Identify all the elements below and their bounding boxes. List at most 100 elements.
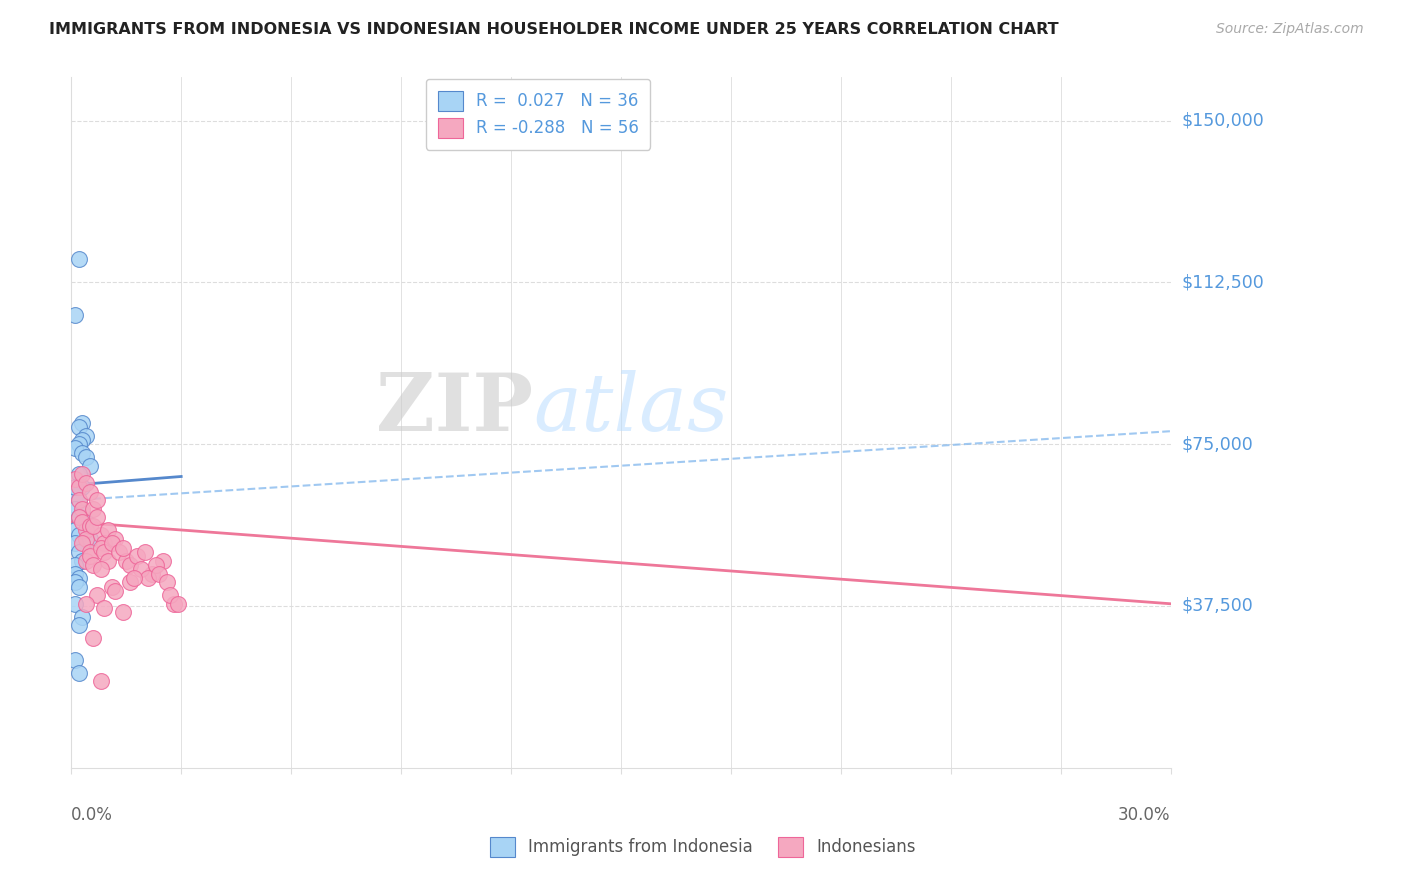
Point <box>90 562 112 576</box>
Point <box>163 597 186 611</box>
Point <box>63 480 86 494</box>
Point <box>141 566 163 581</box>
Text: $150,000: $150,000 <box>1181 112 1264 129</box>
Point <box>67 437 90 451</box>
Point <box>70 446 93 460</box>
Text: $37,500: $37,500 <box>1181 597 1254 615</box>
Point <box>79 545 101 559</box>
Point <box>108 545 131 559</box>
Text: IMMIGRANTS FROM INDONESIA VS INDONESIAN HOUSEHOLDER INCOME UNDER 25 YEARS CORREL: IMMIGRANTS FROM INDONESIA VS INDONESIAN … <box>49 22 1059 37</box>
Point <box>82 519 104 533</box>
Point <box>79 519 101 533</box>
Point <box>79 484 101 499</box>
Point <box>159 588 181 602</box>
Point <box>67 467 90 482</box>
Point <box>75 532 97 546</box>
Text: $112,500: $112,500 <box>1181 273 1264 292</box>
Point <box>100 580 122 594</box>
Text: ZIP: ZIP <box>375 370 533 448</box>
Point <box>67 580 90 594</box>
Point <box>122 571 145 585</box>
Point <box>75 450 97 464</box>
Point <box>97 524 120 538</box>
Point <box>67 665 90 680</box>
Point <box>111 606 134 620</box>
Point <box>82 558 104 572</box>
Point <box>82 632 104 646</box>
Point <box>67 618 90 632</box>
Point <box>97 554 120 568</box>
Text: 0.0%: 0.0% <box>72 805 112 823</box>
Point <box>67 545 90 559</box>
Point <box>111 541 134 555</box>
Point <box>70 554 93 568</box>
Point <box>75 475 97 490</box>
Text: atlas: atlas <box>533 370 728 448</box>
Point <box>129 562 152 576</box>
Point <box>79 458 101 473</box>
Point <box>75 554 97 568</box>
Point <box>90 541 112 555</box>
Legend: Immigrants from Indonesia, Indonesians: Immigrants from Indonesia, Indonesians <box>477 823 929 871</box>
Point <box>79 532 101 546</box>
Point <box>63 501 86 516</box>
Point <box>67 252 90 266</box>
Point <box>70 433 93 447</box>
Point <box>86 493 108 508</box>
Point <box>67 510 90 524</box>
Point <box>67 480 90 494</box>
Point <box>63 653 86 667</box>
Point <box>75 428 97 442</box>
Point <box>136 571 159 585</box>
Point <box>134 545 156 559</box>
Point <box>63 472 86 486</box>
Point <box>70 536 93 550</box>
Point <box>67 527 90 541</box>
Point <box>148 566 170 581</box>
Point <box>166 597 188 611</box>
Point <box>67 510 90 524</box>
Point <box>70 506 93 520</box>
Point <box>79 549 101 564</box>
Point <box>115 554 138 568</box>
Point <box>63 489 86 503</box>
Point <box>82 501 104 516</box>
Point <box>63 597 86 611</box>
Point <box>90 674 112 689</box>
Point <box>104 583 127 598</box>
Point <box>63 575 86 590</box>
Point <box>63 524 86 538</box>
Text: 30.0%: 30.0% <box>1118 805 1171 823</box>
Legend: R =  0.027   N = 36, R = -0.288   N = 56: R = 0.027 N = 36, R = -0.288 N = 56 <box>426 78 651 150</box>
Point <box>63 558 86 572</box>
Point <box>75 515 97 529</box>
Point <box>75 524 97 538</box>
Point <box>63 536 86 550</box>
Point <box>127 549 149 564</box>
Point <box>63 566 86 581</box>
Point <box>100 536 122 550</box>
Point <box>63 308 86 322</box>
Point <box>86 510 108 524</box>
Point <box>152 554 174 568</box>
Point <box>70 467 93 482</box>
Point <box>67 493 90 508</box>
Point <box>70 501 93 516</box>
Point <box>67 420 90 434</box>
Text: Source: ZipAtlas.com: Source: ZipAtlas.com <box>1216 22 1364 37</box>
Point <box>63 442 86 456</box>
Point <box>145 558 167 572</box>
Point <box>155 575 177 590</box>
Point <box>70 609 93 624</box>
Point <box>93 545 115 559</box>
Point <box>67 571 90 585</box>
Point <box>70 416 93 430</box>
Point <box>104 532 127 546</box>
Point <box>70 480 93 494</box>
Point <box>118 575 141 590</box>
Point <box>90 527 112 541</box>
Point <box>75 597 97 611</box>
Point <box>118 558 141 572</box>
Point <box>70 515 93 529</box>
Point <box>67 493 90 508</box>
